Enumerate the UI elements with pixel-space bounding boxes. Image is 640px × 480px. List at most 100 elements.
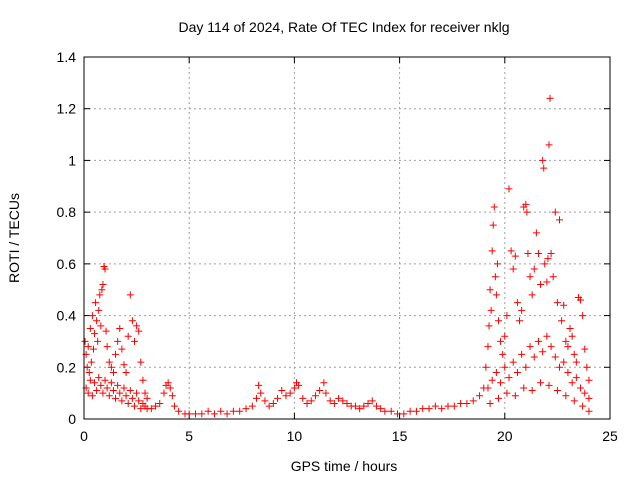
- data-point: [368, 397, 376, 405]
- data-point: [486, 286, 494, 294]
- data-point: [133, 389, 141, 397]
- data-point: [503, 312, 511, 320]
- data-point: [381, 407, 389, 415]
- data-point: [326, 397, 334, 405]
- data-point: [540, 164, 548, 172]
- data-point: [88, 392, 96, 400]
- data-point: [564, 368, 572, 376]
- data-point: [124, 399, 132, 407]
- data-point: [579, 312, 587, 320]
- data-point: [107, 379, 115, 387]
- data-point: [507, 247, 515, 255]
- data-point: [543, 278, 551, 286]
- data-point: [503, 389, 511, 397]
- x-tick-label: 20: [497, 428, 513, 444]
- data-point: [509, 265, 517, 273]
- data-point: [577, 384, 585, 392]
- data-point: [320, 379, 328, 387]
- data-point: [122, 392, 130, 400]
- data-point: [299, 394, 307, 402]
- data-point: [579, 402, 587, 410]
- data-point: [551, 353, 559, 361]
- data-point: [223, 410, 231, 418]
- data-point: [351, 402, 359, 410]
- data-point: [81, 337, 89, 345]
- data-point: [99, 281, 107, 289]
- data-point: [489, 221, 497, 229]
- data-point: [114, 337, 122, 345]
- data-point: [143, 394, 151, 402]
- data-point: [84, 389, 92, 397]
- data-point: [585, 394, 593, 402]
- data-point: [185, 410, 193, 418]
- data-point: [98, 286, 106, 294]
- data-point: [282, 392, 290, 400]
- data-point: [257, 389, 265, 397]
- data-point: [91, 379, 99, 387]
- data-point: [364, 399, 372, 407]
- data-point: [534, 250, 542, 258]
- data-point: [116, 325, 124, 332]
- data-point: [505, 185, 513, 193]
- data-point: [87, 358, 95, 366]
- data-point: [109, 387, 117, 395]
- data-point: [545, 381, 553, 389]
- data-point: [94, 337, 102, 345]
- data-point: [269, 399, 277, 407]
- data-point: [400, 410, 408, 418]
- data-point: [568, 332, 576, 340]
- data-point: [114, 381, 122, 389]
- data-point: [84, 343, 92, 351]
- data-point: [431, 402, 439, 410]
- data-point: [476, 392, 484, 400]
- data-point: [425, 405, 433, 413]
- data-point: [139, 376, 147, 384]
- data-point: [242, 405, 250, 413]
- x-tick-label: 5: [185, 428, 193, 444]
- data-point: [130, 402, 138, 410]
- data-point: [290, 384, 298, 392]
- grid-lines: [84, 57, 610, 419]
- data-point: [118, 345, 126, 353]
- data-point: [175, 407, 183, 415]
- data-point: [112, 350, 120, 358]
- data-point: [528, 291, 536, 299]
- data-point: [513, 299, 521, 307]
- data-point: [524, 250, 532, 258]
- data-point: [546, 94, 554, 102]
- x-tick-label: 25: [602, 428, 618, 444]
- data-point: [539, 156, 547, 164]
- data-point: [89, 345, 97, 353]
- data-point: [101, 376, 109, 384]
- data-point: [124, 332, 132, 340]
- data-point: [164, 379, 172, 387]
- data-point: [501, 332, 509, 340]
- data-point: [95, 306, 103, 314]
- data-point: [511, 252, 519, 260]
- data-point: [583, 363, 591, 371]
- y-tick-label: 0.2: [57, 359, 77, 375]
- data-point: [491, 273, 499, 281]
- data-point: [560, 358, 568, 366]
- data-point: [128, 394, 136, 402]
- data-point: [360, 402, 368, 410]
- data-point: [102, 327, 110, 335]
- data-point: [419, 405, 427, 413]
- data-point: [303, 399, 311, 407]
- data-point: [572, 374, 580, 382]
- data-point: [463, 399, 471, 407]
- data-point: [120, 384, 128, 392]
- data-point: [518, 306, 526, 314]
- data-point: [511, 392, 519, 400]
- data-point: [438, 405, 446, 413]
- data-point: [484, 343, 492, 351]
- data-point: [450, 402, 458, 410]
- data-point: [86, 376, 94, 384]
- data-point: [492, 368, 500, 376]
- axis-ticks: 0 5 10 15 20 25 0 0.2 0.4 0.6 0.8 1 1.2 1.4: [57, 49, 618, 444]
- data-point: [497, 337, 505, 345]
- data-point: [278, 387, 286, 395]
- y-tick-label: 1: [68, 152, 76, 168]
- data-point: [130, 337, 138, 345]
